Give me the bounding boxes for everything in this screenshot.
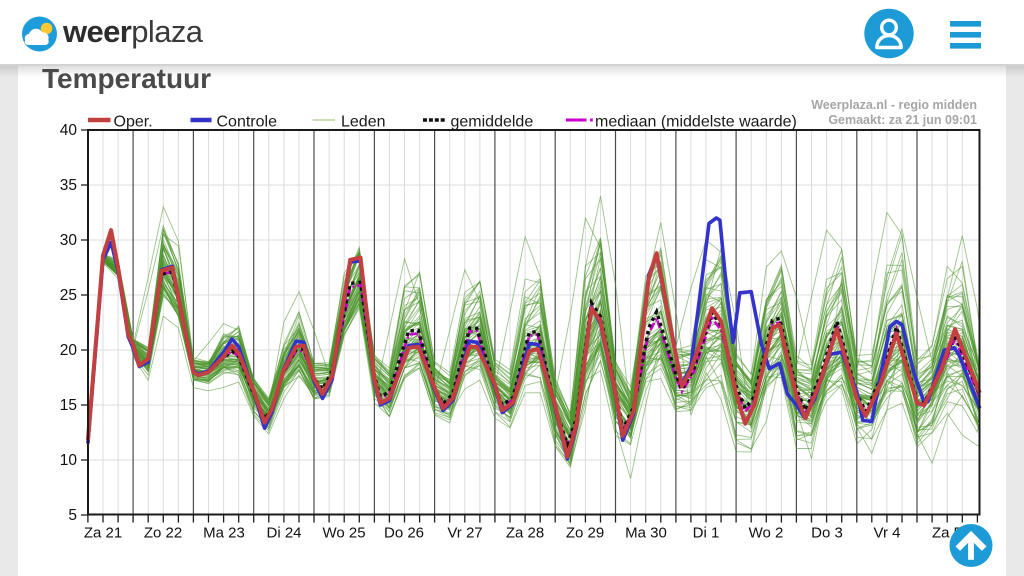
svg-text:Wo 2: Wo 2 <box>749 525 784 542</box>
svg-text:Wo 25: Wo 25 <box>322 525 365 542</box>
svg-text:Leden: Leden <box>341 114 386 131</box>
svg-text:25: 25 <box>60 287 77 304</box>
svg-text:Za 28: Za 28 <box>506 525 544 542</box>
svg-text:Weerplaza.nl - regio midden: Weerplaza.nl - regio midden <box>811 98 977 112</box>
svg-text:Di 1: Di 1 <box>693 525 720 542</box>
svg-text:40: 40 <box>60 122 78 139</box>
svg-text:Gemaakt: za 21 jun 09:01: Gemaakt: za 21 jun 09:01 <box>828 113 977 127</box>
svg-text:Di 24: Di 24 <box>266 525 301 542</box>
svg-text:Do 26: Do 26 <box>384 525 424 542</box>
svg-text:5: 5 <box>68 507 77 524</box>
svg-text:Zo 22: Zo 22 <box>144 525 182 542</box>
svg-text:Vr 4: Vr 4 <box>874 525 901 542</box>
svg-text:Do 3: Do 3 <box>811 525 843 542</box>
svg-text:20: 20 <box>60 342 78 359</box>
svg-text:gemiddelde: gemiddelde <box>451 114 534 131</box>
svg-text:10: 10 <box>60 452 78 469</box>
svg-text:Ma 23: Ma 23 <box>203 525 245 542</box>
svg-text:15: 15 <box>60 397 77 414</box>
svg-text:Za 21: Za 21 <box>84 525 122 542</box>
svg-text:Vr 27: Vr 27 <box>447 525 482 542</box>
svg-text:30: 30 <box>60 232 78 249</box>
svg-text:35: 35 <box>60 177 77 194</box>
svg-text:Ma 30: Ma 30 <box>625 525 667 542</box>
svg-text:mediaan (middelste waarde): mediaan (middelste waarde) <box>595 114 797 131</box>
svg-text:Oper.: Oper. <box>114 114 153 131</box>
svg-text:Controle: Controle <box>217 114 278 131</box>
svg-text:Zo 29: Zo 29 <box>566 525 604 542</box>
